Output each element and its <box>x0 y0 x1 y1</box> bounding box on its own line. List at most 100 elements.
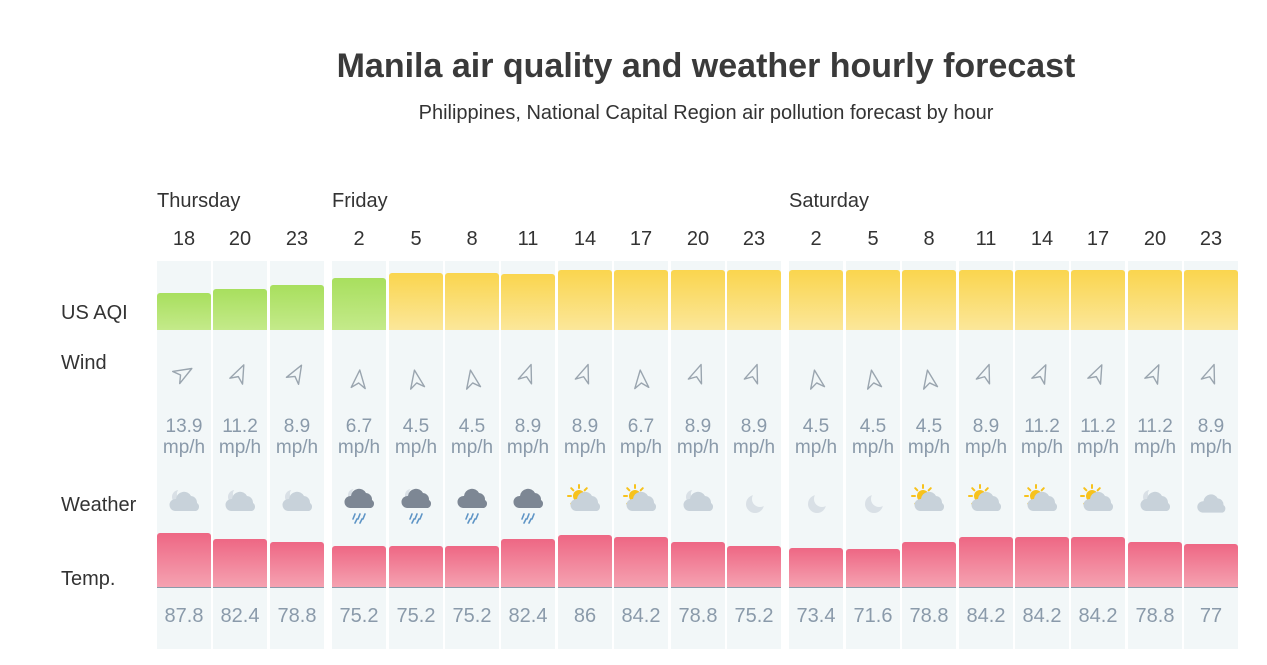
forecast-column: 14 8.9 mp/h 86 <box>558 220 612 649</box>
wind-direction-icon <box>516 361 540 385</box>
forecast-column: 11 8.9 mp/h 82.4 <box>501 220 555 649</box>
temperature-bar[interactable] <box>213 539 267 588</box>
wind-speed-value: 8.9 <box>684 416 712 437</box>
hour-label: 23 <box>1199 228 1223 250</box>
temperature-value: 84.2 <box>621 605 661 627</box>
hour-label: 17 <box>1086 228 1110 250</box>
aqi-bar[interactable] <box>501 274 555 330</box>
aqi-bar[interactable] <box>1015 270 1069 330</box>
temperature-bar[interactable] <box>959 537 1013 588</box>
wind-speed: 8.9 mp/h <box>665 416 731 458</box>
temperature-bar[interactable] <box>157 533 211 588</box>
temperature-bar[interactable] <box>846 549 900 588</box>
wind-direction-icon <box>573 361 597 385</box>
day-label: Friday <box>332 190 388 212</box>
wind-direction-icon <box>629 367 653 391</box>
forecast-column: 17 6.7 mp/h 84.2 <box>614 220 668 649</box>
hour-label: 20 <box>228 228 252 250</box>
aqi-bar[interactable] <box>846 270 900 330</box>
temperature-value: 77 <box>1199 605 1223 627</box>
hour-label: 17 <box>629 228 653 250</box>
forecast-column: 5 4.5 mp/h 71.6 <box>846 220 900 649</box>
wind-speed-value: 8.9 <box>740 416 768 437</box>
wind-speed: 11.2 mp/h <box>1065 416 1131 458</box>
aqi-bar[interactable] <box>1071 270 1125 330</box>
wind-direction-icon <box>347 367 371 391</box>
wind-speed-unit: mp/h <box>794 437 838 458</box>
forecast-column: 23 8.9 mp/h 78.8 <box>270 220 324 649</box>
temperature-bar[interactable] <box>614 537 668 588</box>
aqi-bar[interactable] <box>1128 270 1182 330</box>
temperature-bar[interactable] <box>270 542 324 588</box>
aqi-bar[interactable] <box>558 270 612 330</box>
aqi-bar[interactable] <box>671 270 725 330</box>
temperature-value: 86 <box>573 605 597 627</box>
wind-speed: 6.7 mp/h <box>608 416 674 458</box>
aqi-bar[interactable] <box>270 285 324 330</box>
wind-speed-unit: mp/h <box>218 437 262 458</box>
temperature-value: 78.8 <box>909 605 949 627</box>
partly-cloudy-night-icon <box>222 484 260 524</box>
hour-label: 20 <box>1143 228 1167 250</box>
aqi-bar[interactable] <box>727 270 781 330</box>
wind-speed-unit: mp/h <box>337 437 381 458</box>
temperature-bar[interactable] <box>671 542 725 588</box>
wind-speed-unit: mp/h <box>964 437 1008 458</box>
wind-speed-unit: mp/h <box>394 437 438 458</box>
temperature-bar[interactable] <box>501 539 555 588</box>
wind-speed: 11.2 mp/h <box>1122 416 1188 458</box>
wind-speed-value: 11.2 <box>222 416 258 437</box>
wind-direction-icon <box>861 367 885 391</box>
rain-icon <box>454 484 492 524</box>
temperature-value: 78.8 <box>678 605 718 627</box>
temperature-value: 84.2 <box>966 605 1006 627</box>
forecast-column: 5 4.5 mp/h 75.2 <box>389 220 443 649</box>
aqi-bar[interactable] <box>213 289 267 330</box>
wind-speed-value: 8.9 <box>571 416 599 437</box>
forecast-column: 23 8.9 mp/h 77 <box>1184 220 1238 649</box>
temperature-bar[interactable] <box>389 546 443 588</box>
wind-speed-value: 11.2 <box>1024 416 1060 437</box>
temperature-value: 84.2 <box>1022 605 1062 627</box>
wind-speed-unit: mp/h <box>275 437 319 458</box>
temperature-bar[interactable] <box>445 546 499 588</box>
temperature-bar[interactable] <box>902 542 956 588</box>
temperature-bar[interactable] <box>789 548 843 588</box>
temperature-bar[interactable] <box>1128 542 1182 588</box>
forecast-column: 11 8.9 mp/h 84.2 <box>959 220 1013 649</box>
temperature-bar[interactable] <box>727 546 781 588</box>
temperature-bar[interactable] <box>332 546 386 588</box>
aqi-bar[interactable] <box>959 270 1013 330</box>
temperature-value: 82.4 <box>220 605 260 627</box>
wind-speed: 8.9 mp/h <box>721 416 787 458</box>
page-title: Manila air quality and weather hourly fo… <box>336 47 1076 85</box>
wind-speed: 8.9 mp/h <box>953 416 1019 458</box>
wind-speed-value: 8.9 <box>972 416 1000 437</box>
temperature-bar[interactable] <box>558 535 612 588</box>
temperature-bar[interactable] <box>1071 537 1125 588</box>
temperature-bar[interactable] <box>1015 537 1069 588</box>
wind-direction-icon <box>404 367 428 391</box>
aqi-bar[interactable] <box>445 273 499 330</box>
wind-speed-value: 4.5 <box>402 416 430 437</box>
temperature-value: 78.8 <box>1135 605 1175 627</box>
aqi-bar[interactable] <box>389 273 443 330</box>
aqi-bar[interactable] <box>614 270 668 330</box>
wind-speed: 8.9 mp/h <box>264 416 330 458</box>
wind-speed-unit: mp/h <box>619 437 663 458</box>
wind-speed-unit: mp/h <box>1189 437 1233 458</box>
aqi-bar[interactable] <box>789 270 843 330</box>
aqi-bar[interactable] <box>332 278 386 330</box>
hour-label: 8 <box>466 228 478 250</box>
forecast-column: 20 11.2 mp/h 82.4 <box>213 220 267 649</box>
hour-label: 8 <box>923 228 935 250</box>
aqi-bar[interactable] <box>902 270 956 330</box>
aqi-bar[interactable] <box>1184 270 1238 330</box>
forecast-column: 14 11.2 mp/h 84.2 <box>1015 220 1069 649</box>
wind-speed: 4.5 mp/h <box>783 416 849 458</box>
aqi-bar[interactable] <box>157 293 211 330</box>
wind-direction-icon <box>460 367 484 391</box>
temperature-bar[interactable] <box>1184 544 1238 588</box>
wind-speed-value: 4.5 <box>458 416 486 437</box>
wind-direction-icon <box>974 361 998 385</box>
